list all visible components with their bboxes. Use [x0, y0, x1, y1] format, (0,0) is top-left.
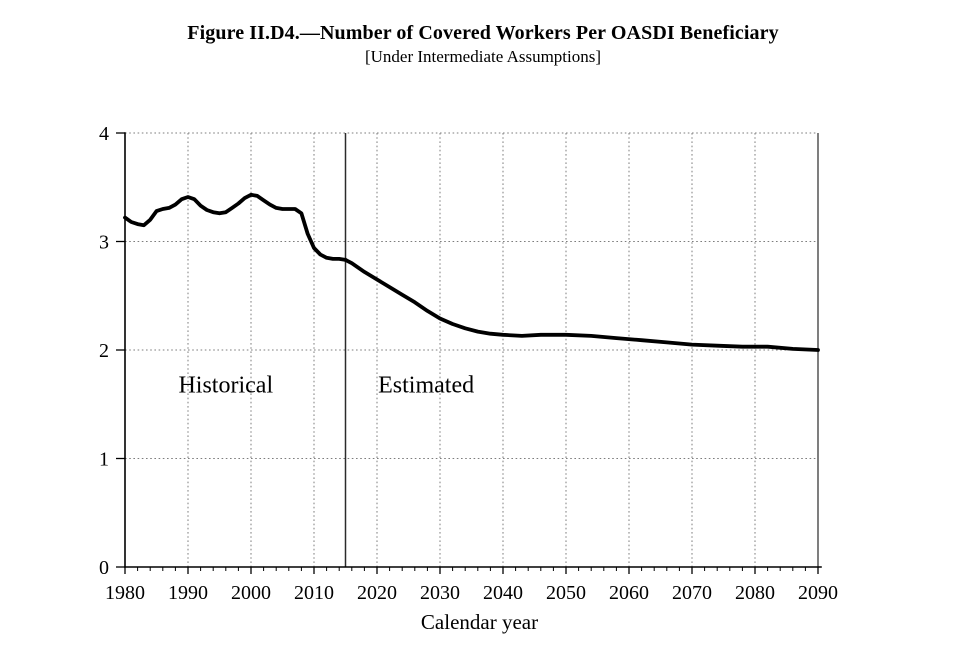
figure-subtitle: [Under Intermediate Assumptions]	[364, 47, 602, 66]
y-tick-label: 0	[99, 557, 109, 579]
x-tick-label: 2080	[735, 582, 775, 604]
x-tick-label: 2020	[357, 582, 397, 604]
annotation-historical: Historical	[178, 373, 273, 399]
x-tick-label: 2040	[483, 582, 523, 604]
y-tick-label: 4	[99, 123, 109, 145]
series-line-historical	[123, 192, 348, 262]
y-tick-label: 1	[99, 449, 109, 471]
x-tick-label: 2060	[609, 582, 649, 604]
series-line-estimated	[343, 258, 820, 352]
x-tick-label: 2010	[294, 582, 334, 604]
x-axis-title: Calendar year	[421, 610, 538, 634]
x-tick-label: 2030	[420, 582, 460, 604]
x-tick-label: 1990	[168, 582, 208, 604]
x-tick-label: 2000	[231, 582, 271, 604]
y-tick-label: 3	[99, 232, 109, 254]
x-tick-label: 1980	[105, 582, 145, 604]
annotation-estimated: Estimated	[378, 373, 474, 399]
y-tick-label: 2	[99, 340, 109, 362]
x-tick-label: 2070	[672, 582, 712, 604]
x-tick-label: 2050	[546, 582, 586, 604]
x-tick-label: 2090	[798, 582, 838, 604]
figure-title: Figure II.D4.—Number of Covered Workers …	[187, 22, 779, 44]
